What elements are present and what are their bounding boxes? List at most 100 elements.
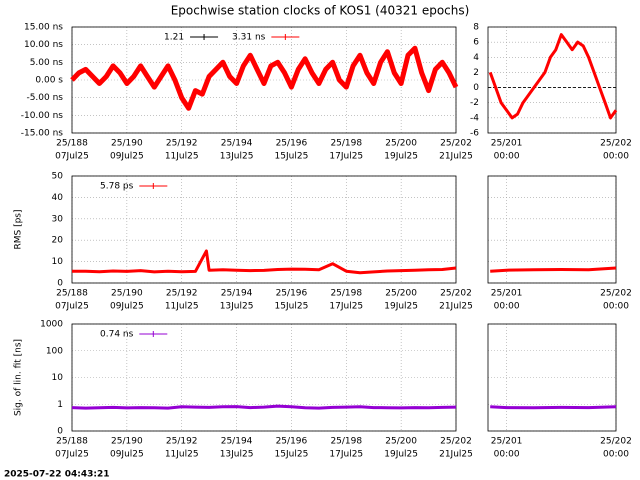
x-tick-label: 25/188 [56,437,88,447]
x-tick-label: 25/202 [440,437,472,447]
x-tick-sublabel: 09Jul25 [110,450,144,460]
x-tick-sublabel: 21Jul25 [439,302,473,312]
x-tick-sublabel: 00:00 [494,152,520,162]
x-tick-label: 25/198 [330,437,362,447]
x-tick-label: 25/200 [385,437,417,447]
x-tick-label: 25/200 [385,289,417,299]
x-tick-label: 25/194 [221,437,253,447]
x-tick-label: 25/196 [276,437,308,447]
x-tick-sublabel: 15Jul25 [275,152,309,162]
y-tick-label: 10.00 ns [24,40,63,50]
x-tick-sublabel: 09Jul25 [110,302,144,312]
x-tick-sublabel: 21Jul25 [439,152,473,162]
plot-frame [487,26,617,134]
x-tick-label: 25/202 [600,437,632,447]
y-tick-label: 15.00 ns [24,23,63,33]
x-tick-sublabel: 11Jul25 [165,152,199,162]
x-tick-sublabel: 19Jul25 [384,152,418,162]
x-tick-sublabel: 00:00 [603,152,629,162]
x-tick-label: 25/198 [330,289,362,299]
y-tick-label: 40 [52,193,64,203]
y-tick-label: 10 [52,257,64,267]
x-tick-sublabel: 07Jul25 [55,152,89,162]
x-tick-sublabel: 13Jul25 [220,152,254,162]
y-tick-label: 20 [52,236,64,246]
y-tick-label: -4 [470,113,479,123]
y-tick-label: 0.00 s [35,76,63,86]
x-tick-sublabel: 17Jul25 [329,302,363,312]
timestamp: 2025-07-22 04:43:21 [4,470,109,480]
x-tick-sublabel: 00:00 [603,302,629,312]
y-tick-label: 8 [473,23,479,33]
y-axis-label: Sig. of lin. fit [ns] [14,339,24,416]
page-title: Epochwise station clocks of KOS1 (40321 … [171,4,470,18]
y-tick-label: 6 [473,38,479,48]
x-tick-sublabel: 07Jul25 [55,450,89,460]
x-tick-label: 25/202 [600,289,632,299]
legend-label: 5.78 ps [100,182,134,192]
x-tick-label: 25/201 [491,289,523,299]
series-line [490,266,617,273]
x-tick-sublabel: 00:00 [494,450,520,460]
series-line [70,45,459,111]
x-tick-sublabel: 15Jul25 [275,302,309,312]
x-tick-label: 25/201 [491,437,523,447]
x-tick-sublabel: 13Jul25 [220,302,254,312]
x-tick-label: 25/192 [166,289,198,299]
series-line [72,249,457,275]
legend-label: 0.74 ns [100,330,134,340]
x-tick-label: 25/202 [440,289,472,299]
y-tick-label: 100 [46,346,63,356]
plot-frame [487,175,617,284]
x-tick-sublabel: 15Jul25 [275,450,309,460]
x-tick-sublabel: 11Jul25 [165,450,199,460]
y-tick-label: 1000 [40,320,63,330]
plot-frame [71,323,457,432]
y-tick-label: 0 [473,83,479,93]
x-tick-sublabel: 21Jul25 [439,450,473,460]
y-tick-label: -6 [470,129,479,139]
y-tick-label: 0 [57,279,63,289]
series-line [488,33,618,120]
x-tick-label: 25/201 [491,139,523,149]
x-tick-sublabel: 00:00 [494,302,520,312]
series-line [71,404,457,410]
x-tick-label: 25/192 [166,437,198,447]
legend-label: 3.31 ns [232,33,266,43]
y-tick-label: 0 [57,427,63,437]
plot-frame [71,175,457,284]
x-tick-sublabel: 19Jul25 [384,302,418,312]
x-tick-label: 25/196 [276,289,308,299]
y-tick-label: 30 [52,214,64,224]
legend-label: 1.21 [164,33,184,43]
y-tick-label: 1 [57,400,63,410]
x-tick-label: 25/194 [221,139,253,149]
x-tick-label: 25/202 [440,139,472,149]
y-tick-label: -2 [470,98,479,108]
y-tick-label: 4 [473,53,479,63]
x-tick-label: 25/188 [56,289,88,299]
x-tick-label: 25/198 [330,139,362,149]
x-tick-label: 25/200 [385,139,417,149]
x-tick-label: 25/202 [600,139,632,149]
y-tick-label: -10.00 ns [21,111,64,121]
x-tick-sublabel: 11Jul25 [165,302,199,312]
x-tick-sublabel: 17Jul25 [329,152,363,162]
x-tick-sublabel: 00:00 [603,450,629,460]
x-tick-label: 25/190 [111,437,143,447]
x-tick-sublabel: 19Jul25 [384,450,418,460]
plot-frame [487,323,617,432]
x-tick-sublabel: 09Jul25 [110,152,144,162]
x-tick-sublabel: 07Jul25 [55,302,89,312]
y-tick-label: 10 [52,373,64,383]
x-tick-label: 25/196 [276,139,308,149]
y-tick-label: 50 [52,172,64,182]
x-tick-sublabel: 13Jul25 [220,450,254,460]
x-tick-label: 25/192 [166,139,198,149]
y-tick-label: -15.00 ns [21,129,64,139]
x-tick-label: 25/188 [56,139,88,149]
y-axis-label: RMS [ps] [14,209,24,249]
x-tick-label: 25/190 [111,289,143,299]
x-tick-sublabel: 17Jul25 [329,450,363,460]
